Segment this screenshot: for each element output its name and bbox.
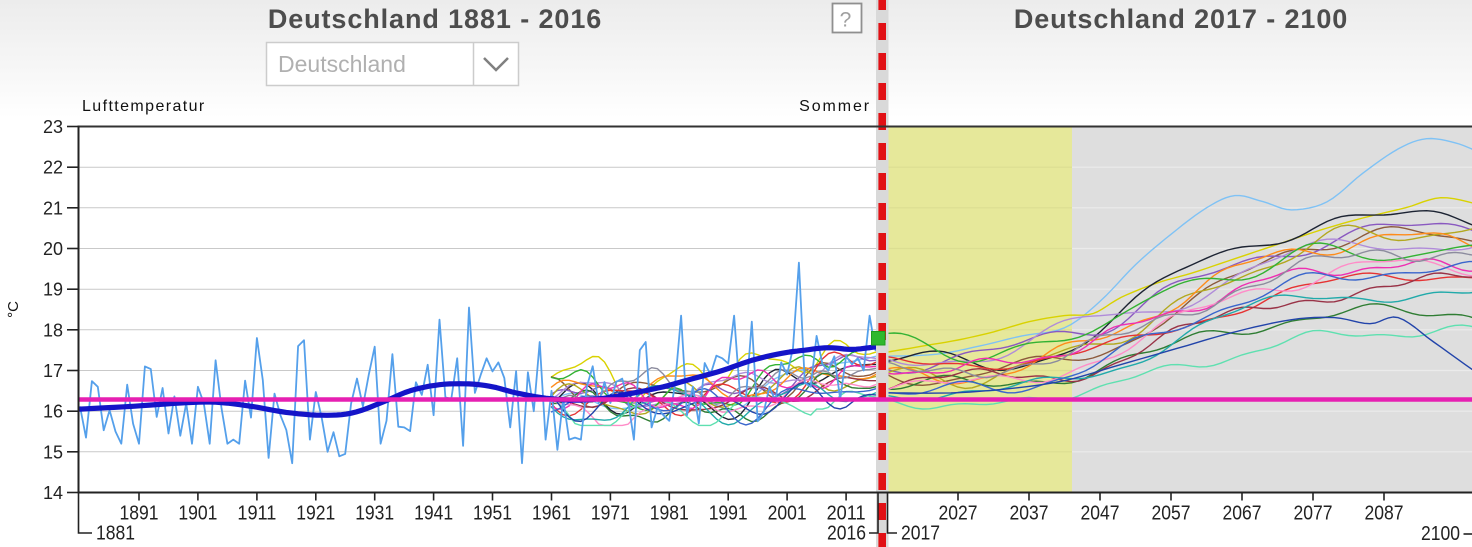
svg-text:Lufttemperatur: Lufttemperatur [82,98,206,115]
svg-text:15: 15 [43,442,63,462]
svg-text:Deutschland 2017 - 2100: Deutschland 2017 - 2100 [1014,4,1348,34]
svg-text:2027: 2027 [939,503,978,525]
svg-text:19: 19 [43,280,63,300]
svg-text:1981: 1981 [650,503,689,525]
svg-text:2037: 2037 [1010,503,1049,525]
svg-text:16: 16 [43,402,63,422]
svg-text:?: ? [840,9,852,32]
svg-text:1991: 1991 [709,503,748,525]
svg-text:20: 20 [43,239,63,259]
svg-text:Deutschland 1881 - 2016: Deutschland 1881 - 2016 [268,4,602,34]
svg-text:22: 22 [43,158,63,178]
svg-text:1961: 1961 [532,503,571,525]
svg-text:1941: 1941 [414,503,453,525]
svg-text:21: 21 [43,198,63,218]
svg-text:17: 17 [43,361,63,381]
svg-text:Sommer: Sommer [799,98,871,115]
svg-text:2057: 2057 [1152,503,1191,525]
svg-text:2017: 2017 [901,523,940,545]
svg-text:1921: 1921 [296,503,335,525]
svg-text:2077: 2077 [1294,503,1333,525]
svg-text:°C: °C [5,301,22,318]
svg-text:1951: 1951 [473,503,512,525]
svg-text:Deutschland: Deutschland [278,51,406,77]
svg-text:2001: 2001 [768,503,807,525]
svg-text:2016: 2016 [827,523,866,545]
svg-text:1891: 1891 [120,503,159,525]
svg-text:14: 14 [43,483,63,503]
svg-text:1881: 1881 [96,523,135,545]
svg-text:2047: 2047 [1081,503,1120,525]
svg-text:2087: 2087 [1365,503,1404,525]
svg-text:18: 18 [43,320,63,340]
svg-text:2011: 2011 [827,503,866,525]
svg-text:1931: 1931 [355,503,394,525]
svg-text:2067: 2067 [1223,503,1262,525]
svg-text:1901: 1901 [178,503,217,525]
svg-text:1911: 1911 [237,503,276,525]
svg-text:23: 23 [43,117,63,137]
svg-text:2100: 2100 [1421,523,1460,545]
svg-text:1971: 1971 [591,503,630,525]
